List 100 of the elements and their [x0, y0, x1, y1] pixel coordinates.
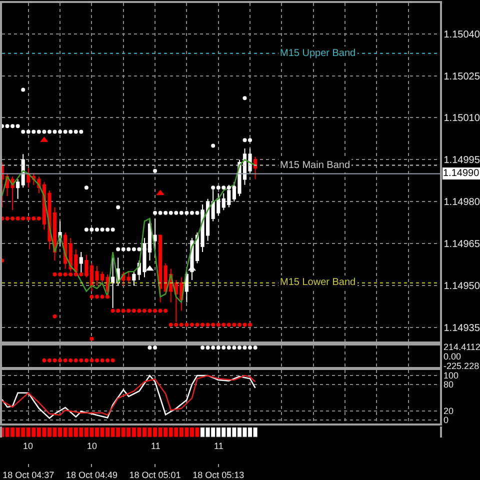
candlestick — [254, 156, 258, 180]
point — [232, 322, 236, 327]
y-tick-label: 1.14950 — [444, 281, 480, 292]
y-tick-label: 0.00 — [444, 351, 462, 362]
point — [153, 168, 158, 173]
y-tick-label: 1.14935 — [444, 323, 480, 334]
point — [153, 308, 158, 313]
point — [90, 228, 94, 232]
point — [168, 210, 173, 215]
point — [116, 205, 120, 210]
point — [222, 322, 226, 327]
candlestick — [16, 178, 20, 200]
point — [211, 322, 216, 327]
point — [68, 130, 73, 134]
point — [121, 308, 126, 313]
point — [137, 308, 142, 313]
point — [36, 216, 41, 220]
point — [63, 272, 68, 276]
point — [142, 247, 146, 252]
x-tick-label: 18 Oct 04:37 — [2, 470, 54, 480]
point — [74, 272, 78, 276]
point — [153, 210, 158, 215]
candlestick — [158, 234, 162, 303]
point — [10, 216, 15, 220]
y-tick-label: 1.15025 — [444, 71, 480, 82]
point — [211, 186, 216, 190]
y-tick-label: 20 — [444, 406, 454, 416]
point — [226, 322, 231, 327]
point — [79, 130, 84, 134]
point — [206, 322, 210, 327]
point — [179, 210, 184, 215]
point — [248, 322, 252, 327]
point — [110, 308, 115, 313]
point — [237, 322, 242, 327]
ref-line-label: M15 Main Band — [280, 160, 350, 171]
ref-line-label: 1.14990 — [443, 168, 480, 179]
point — [168, 322, 173, 327]
y-tick-label: 214.4112 — [444, 342, 480, 352]
point — [16, 216, 20, 220]
point — [190, 322, 194, 327]
ref-line-label: M15 Upper Band — [280, 48, 356, 59]
point — [158, 210, 162, 215]
point — [179, 322, 184, 327]
point — [5, 124, 10, 128]
point — [226, 186, 231, 190]
point — [216, 322, 220, 327]
point — [121, 247, 126, 252]
point — [248, 138, 252, 142]
point — [242, 138, 247, 142]
point — [26, 130, 30, 134]
point — [164, 308, 168, 313]
text: 10 — [23, 441, 34, 451]
point — [42, 130, 46, 134]
point — [52, 272, 57, 276]
candlestick — [111, 257, 115, 309]
point — [58, 272, 62, 276]
point — [222, 186, 226, 190]
point — [68, 272, 73, 276]
text: 11 — [214, 441, 224, 451]
point — [84, 186, 88, 190]
point — [36, 130, 41, 134]
point — [52, 314, 57, 318]
point — [137, 247, 142, 252]
point — [26, 216, 30, 220]
point — [74, 130, 78, 134]
point — [195, 322, 200, 327]
point — [10, 124, 15, 128]
point — [146, 265, 154, 271]
point — [116, 308, 120, 313]
point — [52, 130, 57, 134]
point — [79, 272, 84, 276]
point — [106, 228, 110, 232]
point — [242, 96, 247, 100]
point — [132, 247, 136, 252]
point — [211, 144, 216, 148]
candlestick — [126, 271, 130, 284]
point — [126, 308, 131, 313]
y-tick-label: 100 — [444, 370, 459, 381]
y-tick-label: 0 — [444, 415, 449, 426]
point — [21, 216, 26, 220]
point — [100, 228, 104, 232]
point — [216, 186, 220, 190]
point — [32, 216, 36, 220]
point — [21, 88, 26, 92]
point — [16, 124, 20, 128]
point — [106, 294, 110, 299]
point — [5, 216, 10, 220]
y-tick-label: -225.228 — [444, 360, 480, 371]
point — [156, 190, 164, 196]
point — [63, 130, 68, 134]
point — [200, 322, 205, 327]
y-tick-label: 1.15010 — [444, 113, 480, 124]
point — [126, 247, 131, 252]
x-tick-label: 18 Oct 05:01 — [129, 470, 181, 480]
point — [84, 228, 88, 232]
point — [47, 130, 52, 134]
text: 11 — [151, 441, 160, 451]
point — [190, 210, 194, 215]
text: 10 — [87, 441, 98, 451]
x-tick-label: 18 Oct 04:49 — [66, 470, 118, 480]
